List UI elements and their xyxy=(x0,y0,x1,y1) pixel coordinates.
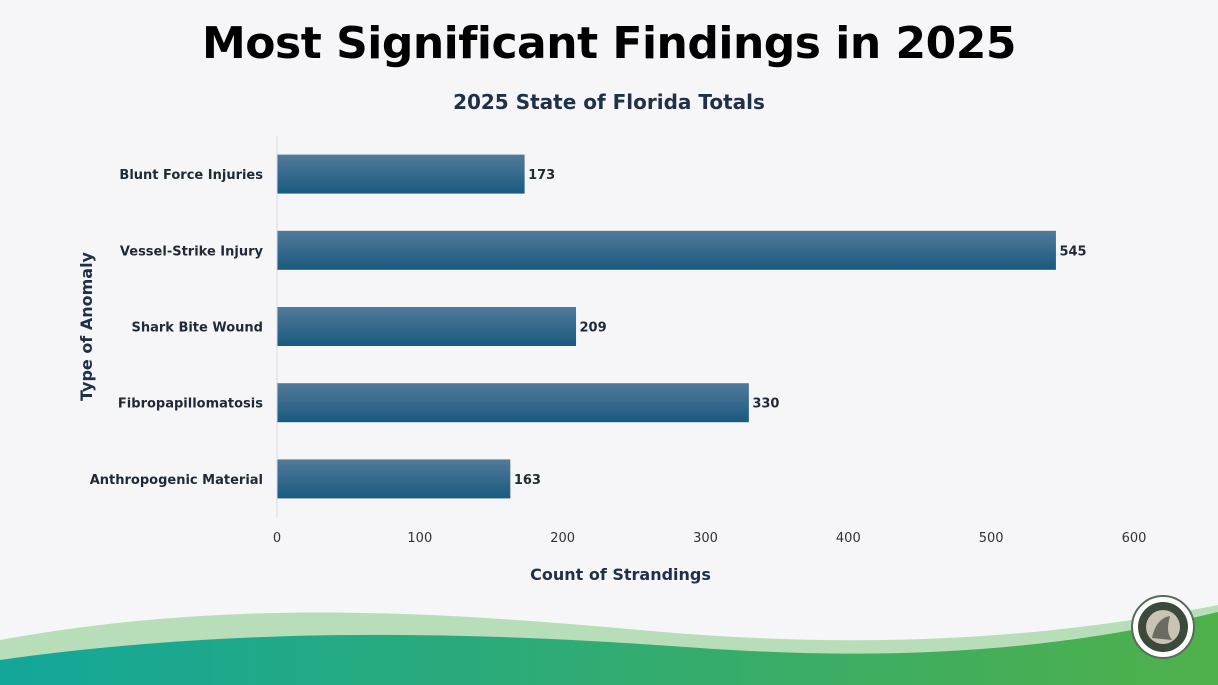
data-label: 545 xyxy=(1059,244,1086,259)
category-label: Vessel-Strike Injury xyxy=(120,244,264,259)
x-tick-label: 200 xyxy=(550,531,575,546)
bar-shark-bite-wound xyxy=(277,307,577,346)
chart-title: 2025 State of Florida Totals xyxy=(453,90,765,114)
y-axis-label: Type of Anomaly xyxy=(77,251,96,401)
bars-group: Blunt Force Injuries 173 Vessel-Strike Inj… xyxy=(90,154,1087,499)
category-label: Anthropogenic Material xyxy=(90,473,263,488)
x-axis-label: Count of Strandings xyxy=(530,565,711,584)
data-label: 173 xyxy=(528,168,555,183)
x-tick-label: 400 xyxy=(836,531,861,546)
bar-vessel-strike-injury xyxy=(277,230,1056,270)
data-label: 209 xyxy=(580,321,607,336)
x-ticks-group: 0 100 200 300 400 500 600 xyxy=(273,531,1147,546)
x-tick-label: 0 xyxy=(273,531,281,546)
data-label: 330 xyxy=(752,397,779,412)
bar-fibropapillomatosis xyxy=(277,383,749,423)
x-tick-label: 500 xyxy=(979,531,1004,546)
slide-title: Most Significant Findings in 2025 xyxy=(202,18,1016,69)
category-label: Shark Bite Wound xyxy=(131,321,263,336)
category-label: Fibropapillomatosis xyxy=(118,397,263,412)
x-tick-label: 100 xyxy=(407,531,432,546)
wave-front xyxy=(0,612,1218,685)
fwc-logo xyxy=(1131,595,1195,659)
data-label: 163 xyxy=(514,473,541,488)
bar-anthropogenic-material xyxy=(277,459,511,499)
bar-blunt-force-injuries xyxy=(277,154,525,194)
category-label: Blunt Force Injuries xyxy=(119,168,263,183)
x-tick-label: 600 xyxy=(1122,531,1147,546)
x-tick-label: 300 xyxy=(693,531,718,546)
